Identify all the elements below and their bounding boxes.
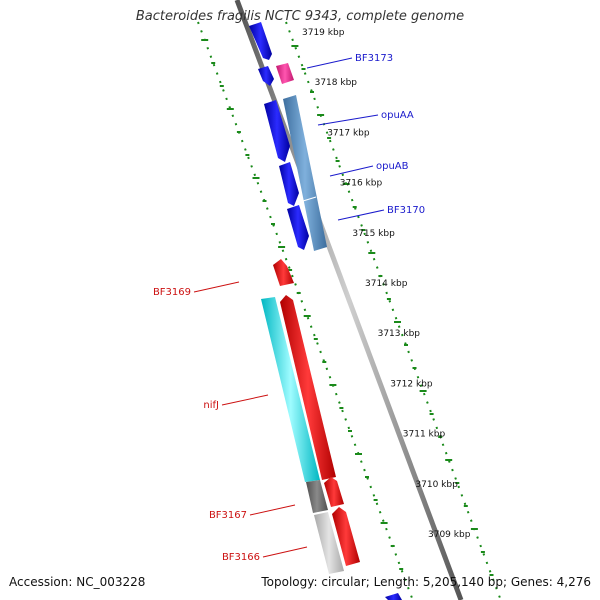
gene-label-BF3170: BF3170 [387,205,425,216]
label-BF3169[interactable]: BF3169 [153,281,240,298]
gene-BF3166-block[interactable] [314,512,344,574]
scale-tick-label: 3712 kbp [390,379,433,389]
gene-BF3170-arrow[interactable] [287,205,309,250]
gc-skew-marks [201,39,494,576]
label-opuAA[interactable]: opuAA [317,110,414,126]
gene-opuAA-arrow[interactable] [283,95,327,251]
gc-content-track [197,21,501,599]
gene-opuAB-arrow-1[interactable] [264,100,290,162]
scale-axis: 3719 kbp 3718 kbp 3717 kbp 3716 kbp 3715 kbp… [302,28,471,540]
scale-tick-label: 3711 kbp [403,430,446,440]
scale-tick-label: 3718 kbp [315,78,358,88]
gc-track-outer [285,21,501,599]
accession-label: Accession: NC_003228 [9,575,146,589]
gc-track-inner [197,21,413,599]
gene-label-BF3173: BF3173 [355,53,393,64]
gene-BF3169-arrow[interactable] [273,259,294,286]
forward-gene-small[interactable] [258,66,274,86]
scale-tick-label: 3715 kbp [352,229,395,239]
genome-title: Bacteroides fragilis NCTC 9343, complete… [135,9,465,24]
reverse-gene-red-long[interactable] [280,295,336,480]
reverse-gene-red-small[interactable] [324,477,344,507]
scale-tick-label: 3719 kbp [302,28,345,38]
scale-tick-label: 3709 kbp [428,530,471,540]
gene-BF3167-block[interactable] [306,480,328,513]
gene-label-opuAB: opuAB [376,161,409,172]
gene-label-BF3167: BF3167 [209,510,247,521]
reverse-gene-red-bottom[interactable] [332,507,360,566]
scale-tick-label: 3716 kbp [340,179,383,189]
scale-tick-label: 3717 kbp [327,128,370,138]
forward-strand-genes [249,22,327,251]
gene-label-opuAA: opuAA [381,110,414,121]
scale-tick-label: 3713 kbp [378,329,421,339]
label-BF3170[interactable]: BF3170 [337,205,425,221]
gene-nifJ-bar[interactable] [261,297,320,482]
label-BF3167[interactable]: BF3167 [209,504,296,521]
gene-label-nifJ: nifJ [203,400,219,411]
forward-gene-top[interactable] [249,22,272,60]
genome-summary: Topology: circular; Length: 5,205,140 bp… [261,575,591,589]
label-opuAB[interactable]: opuAB [329,161,409,177]
gene-opuAB-arrow-2[interactable] [279,162,299,206]
gene-BF3173-arrow[interactable] [276,63,294,84]
label-BF3173[interactable]: BF3173 [306,53,393,69]
gene-label-BF3166: BF3166 [222,552,260,563]
forward-gene-bottom[interactable] [385,593,402,600]
label-BF3166[interactable]: BF3166 [222,546,308,563]
scale-tick-label: 3710 kbp [415,480,458,490]
gene-labels: BF3173 opuAA opuAB BF3170 BF3169 nifJ [153,53,425,563]
genome-backbone [234,0,464,600]
scale-tick-label: 3714 kbp [365,279,408,289]
label-nifJ[interactable]: nifJ [203,394,269,411]
gene-label-BF3169: BF3169 [153,287,191,298]
reverse-strand-genes [261,259,360,574]
